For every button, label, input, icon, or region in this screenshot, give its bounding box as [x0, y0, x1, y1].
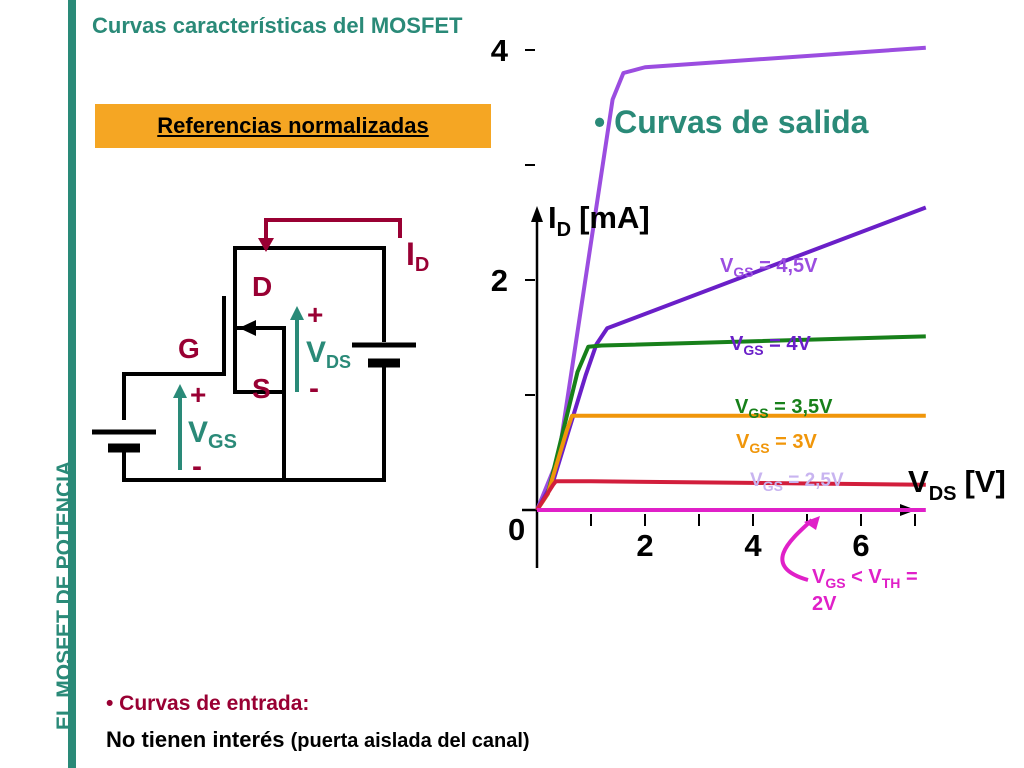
y-tick-label: 4 [491, 33, 509, 68]
series-line-vgs4 [535, 205, 927, 511]
chart-ticks: 2 4 6 2 4 [491, 33, 916, 563]
series-line-vgs45 [535, 45, 926, 511]
reference-box: Referencias normalizadas [95, 104, 491, 148]
vth-callout-arrow [780, 518, 814, 582]
series-label-vgs45: VGS = 4,5V [720, 255, 818, 280]
series-label-vgs25: VGS = 2,5V [750, 470, 844, 494]
input-curves-note: (puerta aislada del canal) [290, 730, 530, 752]
input-curves-text: No tienen interés (puerta aislada del ca… [106, 727, 530, 753]
x-tick-label: 6 [852, 528, 869, 563]
y-tick-label: 2 [491, 263, 508, 298]
page-title: Curvas características del MOSFET [92, 13, 463, 38]
vth-callout-arrowhead [804, 516, 820, 530]
series-label-vgs35: VGS = 3,5V [735, 396, 833, 421]
series-label-vgs4: VGS = 4V [730, 333, 811, 358]
y-axis-label: ID [mA] [548, 200, 650, 241]
series-line-vgs25 [535, 479, 926, 512]
x-axis-label: VDS [V] [908, 464, 1006, 505]
y-axis-arrowhead [531, 206, 543, 222]
x-tick-label: 4 [744, 528, 762, 563]
input-curves-main: No tienen interés [106, 727, 285, 752]
series-label-vgsth: VGS < VTH = [812, 566, 918, 591]
reference-label: Referencias normalizadas [157, 113, 429, 138]
series-label-vgsth-line2: 2V [812, 593, 837, 615]
x-tick-label: 2 [636, 528, 653, 563]
origin-label: 0 [508, 512, 525, 547]
sidebar-bar [68, 0, 76, 768]
input-curves-bullet: • Curvas de entrada: [106, 692, 310, 715]
series-label-vgs3: VGS = 3V [736, 431, 817, 456]
output-curves-heading: • Curvas de salida [594, 104, 869, 140]
chart-series [535, 45, 927, 512]
series-line-vgs3 [535, 413, 926, 512]
